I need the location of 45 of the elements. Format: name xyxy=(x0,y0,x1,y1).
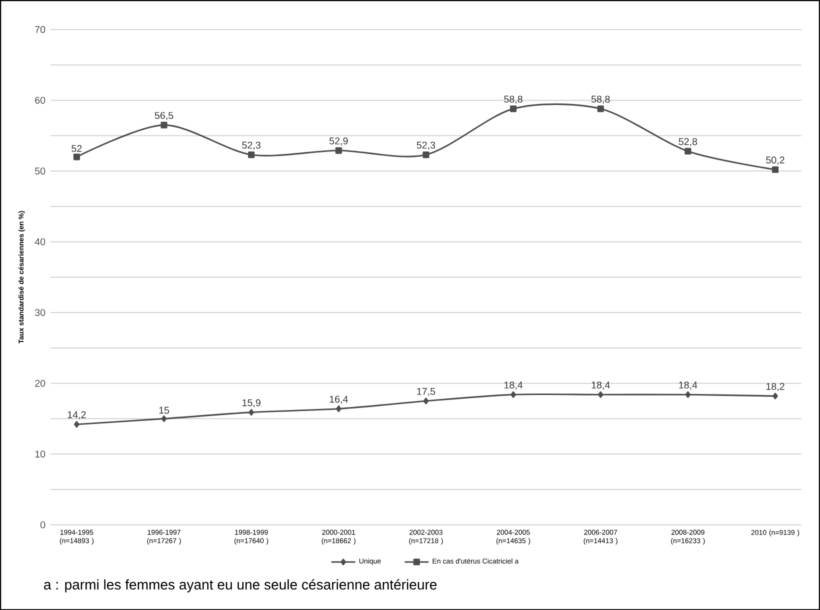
data-label: 52,3 xyxy=(416,142,436,150)
data-label: 16,4 xyxy=(330,396,348,404)
y-tick-label: 10 xyxy=(35,450,46,458)
text: a : parmi les femmes ayant eu une seule césarienne antérieure xyxy=(44,578,437,592)
point xyxy=(74,420,80,428)
data-label: 18,4 xyxy=(592,381,610,390)
y-tick-label: 20 xyxy=(35,380,46,387)
y-tick-label: 60 xyxy=(35,96,46,104)
point xyxy=(161,415,167,422)
data-label: 18,4 xyxy=(504,381,523,390)
point xyxy=(598,391,604,398)
point xyxy=(423,398,429,404)
point xyxy=(772,166,779,173)
data-label: 50,2 xyxy=(766,156,784,165)
data-label: 18,4 xyxy=(679,381,698,390)
point xyxy=(160,122,168,128)
point xyxy=(422,151,430,158)
point xyxy=(510,105,517,112)
y-tick-label: 50 xyxy=(35,167,46,174)
y-tick-label: 30 xyxy=(34,308,46,316)
data-label: 52,8 xyxy=(678,138,698,146)
y-tick-label: 0 xyxy=(40,521,46,528)
point xyxy=(248,151,255,158)
y-tick-label: 70 xyxy=(35,26,46,33)
data-label: 15 xyxy=(159,406,170,414)
point xyxy=(597,105,604,112)
point xyxy=(248,408,254,416)
data-label: 58,8 xyxy=(504,96,522,104)
point xyxy=(73,153,80,160)
point xyxy=(335,147,342,154)
y-tick-label: 40 xyxy=(34,238,46,246)
data-label: 14,2 xyxy=(68,411,86,420)
data-label: 52 xyxy=(72,144,82,152)
data-label: 18,2 xyxy=(766,382,784,391)
point xyxy=(510,391,516,398)
data-label: 56,5 xyxy=(154,112,174,120)
point xyxy=(684,148,692,154)
data-label: 52,3 xyxy=(242,142,260,150)
data-label: 58,8 xyxy=(591,96,610,104)
point xyxy=(685,391,691,398)
data-label: 52,9 xyxy=(329,137,348,146)
data-label: 15,9 xyxy=(242,399,260,408)
point xyxy=(336,405,342,412)
point xyxy=(772,392,778,400)
data-label: 17,5 xyxy=(417,388,436,396)
